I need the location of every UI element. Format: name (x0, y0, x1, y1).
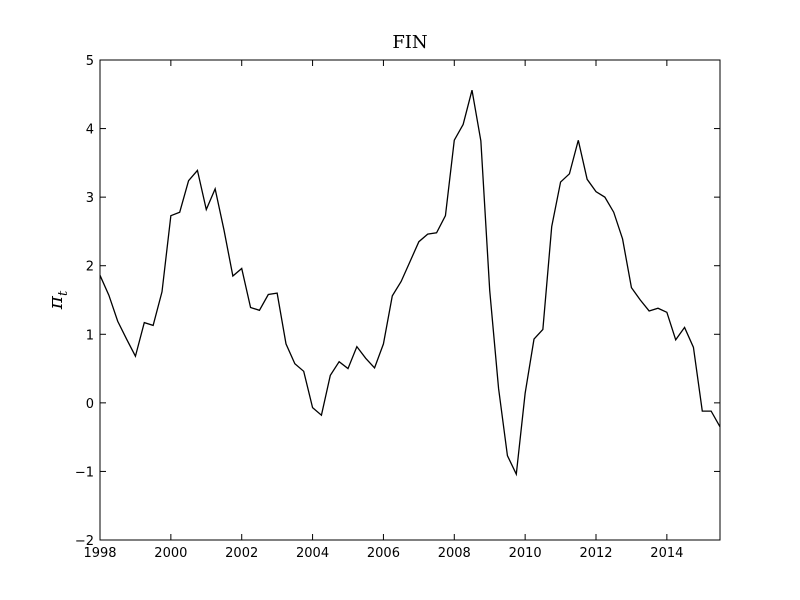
chart-title: FIN (392, 32, 427, 53)
y-axis-label-symbol: π (43, 295, 67, 310)
x-tick-label: 1998 (83, 546, 116, 561)
y-tick-label: 3 (86, 191, 94, 206)
y-axis-label-subscript: t (56, 290, 71, 296)
y-tick-label: 4 (86, 123, 94, 138)
x-tick-label: 2000 (154, 546, 187, 561)
x-tick-label: 2008 (438, 546, 471, 561)
series-line (99, 90, 721, 477)
x-tick-label: 2012 (579, 546, 612, 561)
axis-tick-labels: 1998 2000 2002 2004 2006 2008 2010 2012 2014−2−1… (75, 54, 684, 561)
x-tick-label: 2002 (225, 546, 258, 561)
x-tick-label: 2010 (509, 546, 542, 561)
y-tick-label: 1 (86, 328, 94, 343)
x-tick-label: 2004 (296, 546, 329, 561)
y-tick-label: −1 (75, 465, 94, 480)
y-tick-label: 2 (86, 260, 94, 275)
axis-ticks (99, 59, 720, 541)
y-axis-label: πt (43, 290, 71, 310)
x-tick-label: 2014 (650, 546, 683, 561)
y-tick-label: 5 (86, 54, 94, 69)
y-tick-label: −2 (75, 534, 94, 549)
plot-area-frame (99, 59, 721, 541)
x-tick-label: 2006 (367, 546, 400, 561)
y-tick-label: 0 (86, 397, 94, 412)
